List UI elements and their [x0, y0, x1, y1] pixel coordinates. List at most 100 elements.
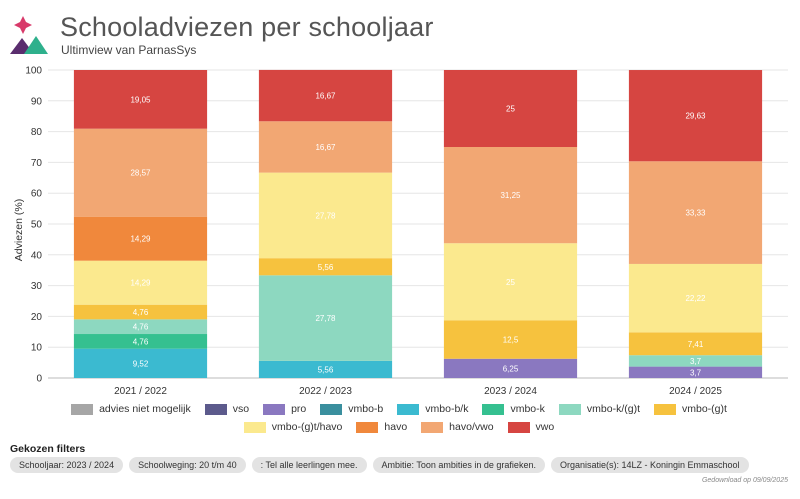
data-label: 19,05	[130, 95, 151, 104]
legend-item[interactable]: vwo	[507, 420, 555, 434]
legend-swatch	[397, 403, 420, 415]
legend-swatch	[507, 421, 530, 433]
bar-segment[interactable]	[443, 70, 578, 147]
chart-bars: 9,52 4,76 4,76 4,76 14,29 14,29 28,57 19,05 5,56…	[73, 69, 763, 378]
page-subtitle: Ultimview van ParnasSys	[61, 43, 197, 57]
legend-swatch	[71, 403, 94, 415]
bar-segment[interactable]	[73, 216, 208, 261]
data-label: 4,76	[133, 323, 149, 332]
y-tick-label: 50	[31, 220, 43, 231]
legend-label: advies niet mogelijk	[99, 403, 191, 415]
filter-chip[interactable]: Organisatie(s): 14LZ - Koningin Emmascho…	[550, 457, 749, 473]
bar-segment[interactable]	[628, 332, 763, 356]
data-label: 25	[506, 105, 515, 114]
legend-item[interactable]: vmbo-b/k	[397, 402, 468, 416]
y-axis: 0 10 20 30 40 50 60 70 80 90 100	[25, 66, 42, 385]
filter-chips: Schooljaar: 2023 / 2024 Schoolweging: 20 …	[10, 457, 749, 473]
bar-segment[interactable]	[73, 70, 208, 129]
legend-item[interactable]: vmbo-k	[482, 402, 545, 416]
bar-segment[interactable]	[258, 275, 393, 361]
legend-swatch	[653, 403, 676, 415]
bar-segment[interactable]	[443, 147, 578, 244]
data-label: 3,7	[690, 368, 702, 377]
x-tick-label: 2023 / 2024	[484, 386, 537, 397]
data-label: 33,33	[685, 209, 706, 218]
data-label: 4,76	[133, 308, 149, 317]
bar-segment[interactable]	[73, 304, 208, 320]
logo-star-shape	[14, 16, 32, 34]
x-tick-label: 2024 / 2025	[669, 386, 722, 397]
bar-segment[interactable]	[258, 69, 393, 122]
data-label: 3,7	[690, 357, 702, 366]
legend-swatch	[320, 403, 343, 415]
legend-label: vmbo-k/(g)t	[586, 403, 640, 415]
filter-chip[interactable]: Ambitie: Toon ambities in de grafieken.	[372, 457, 545, 473]
legend-item[interactable]: havo	[356, 420, 407, 434]
legend-item[interactable]: havo/vwo	[421, 420, 494, 434]
data-label: 14,29	[130, 235, 151, 244]
stacked-bar-chart: 0 10 20 30 40 50 60 70 80 90 100 Adviezen (%) 9,52…	[13, 66, 788, 397]
bar-segment[interactable]	[628, 263, 763, 333]
y-tick-label: 20	[31, 312, 43, 323]
data-label: 4,76	[133, 337, 149, 346]
bar-segment[interactable]	[258, 172, 393, 259]
bar-segment[interactable]	[628, 366, 763, 378]
x-tick-label: 2022 / 2023	[299, 386, 352, 397]
data-label: 22,22	[685, 294, 706, 303]
chart-legend: advies niet mogelijk vso pro vmbo-b vmbo-b/k…	[14, 402, 786, 434]
bar-segment[interactable]	[443, 358, 578, 378]
legend-swatch	[482, 403, 505, 415]
bar-segment[interactable]	[628, 161, 763, 264]
data-label: 5,56	[318, 263, 334, 272]
bar-segment[interactable]	[258, 360, 393, 378]
legend-swatch	[421, 421, 444, 433]
legend-label: vmbo-(g)t/havo	[271, 421, 343, 433]
legend-label: havo/vwo	[449, 421, 494, 433]
legend-swatch	[558, 403, 581, 415]
data-label: 27,78	[315, 314, 336, 323]
bar-segment[interactable]	[628, 70, 763, 162]
legend-swatch	[263, 403, 286, 415]
x-axis: 2021 / 2022 2022 / 2023 2023 / 2024 2024 / …	[114, 386, 722, 397]
legend-swatch	[356, 421, 379, 433]
legend-swatch	[204, 403, 227, 415]
legend-item[interactable]: vmbo-(g)t	[653, 402, 727, 416]
bar-segment[interactable]	[443, 320, 578, 359]
legend-label: vmbo-k	[510, 403, 545, 415]
bar-segment[interactable]	[628, 355, 763, 367]
legend-item[interactable]: vmbo-(g)t/havo	[243, 420, 343, 434]
data-label: 16,67	[315, 143, 336, 152]
legend-label: vwo	[535, 421, 555, 433]
legend-item[interactable]: advies niet mogelijk	[71, 402, 191, 416]
legend-item[interactable]: vso	[204, 402, 249, 416]
legend-item[interactable]: vmbo-k/(g)t	[558, 402, 640, 416]
legend-label: pro	[291, 403, 307, 415]
bar-segment[interactable]	[73, 128, 208, 217]
bar-segment[interactable]	[258, 258, 393, 276]
legend-label: havo	[384, 421, 408, 433]
legend-label: vmbo-b	[348, 403, 384, 415]
filter-chip[interactable]: Schoolweging: 20 t/m 40	[129, 457, 246, 473]
data-label: 9,52	[133, 359, 149, 368]
bar-segment[interactable]	[73, 348, 208, 378]
app-logo	[10, 16, 48, 54]
legend-item[interactable]: vmbo-b	[320, 402, 383, 416]
legend-swatch	[243, 421, 266, 433]
filter-chip[interactable]: Schooljaar: 2023 / 2024	[10, 457, 124, 473]
x-tick-label: 2021 / 2022	[114, 386, 167, 397]
data-label: 6,25	[503, 364, 519, 373]
bar-segment[interactable]	[443, 243, 578, 321]
y-tick-label: 30	[31, 281, 43, 292]
filter-chip[interactable]: : Tel alle leerlingen mee.	[251, 457, 367, 473]
page-title: Schooladviezen per schooljaar	[60, 12, 434, 42]
legend-item[interactable]: pro	[263, 402, 306, 416]
data-label: 29,63	[685, 112, 706, 121]
data-label: 12,5	[503, 336, 519, 345]
y-axis-label: Adviezen (%)	[13, 199, 25, 261]
y-tick-label: 90	[31, 96, 43, 107]
y-tick-label: 40	[31, 250, 43, 261]
bar-segment[interactable]	[73, 260, 208, 305]
bar-segment[interactable]	[73, 334, 208, 349]
bar-segment[interactable]	[73, 319, 208, 335]
bar-segment[interactable]	[258, 121, 393, 173]
